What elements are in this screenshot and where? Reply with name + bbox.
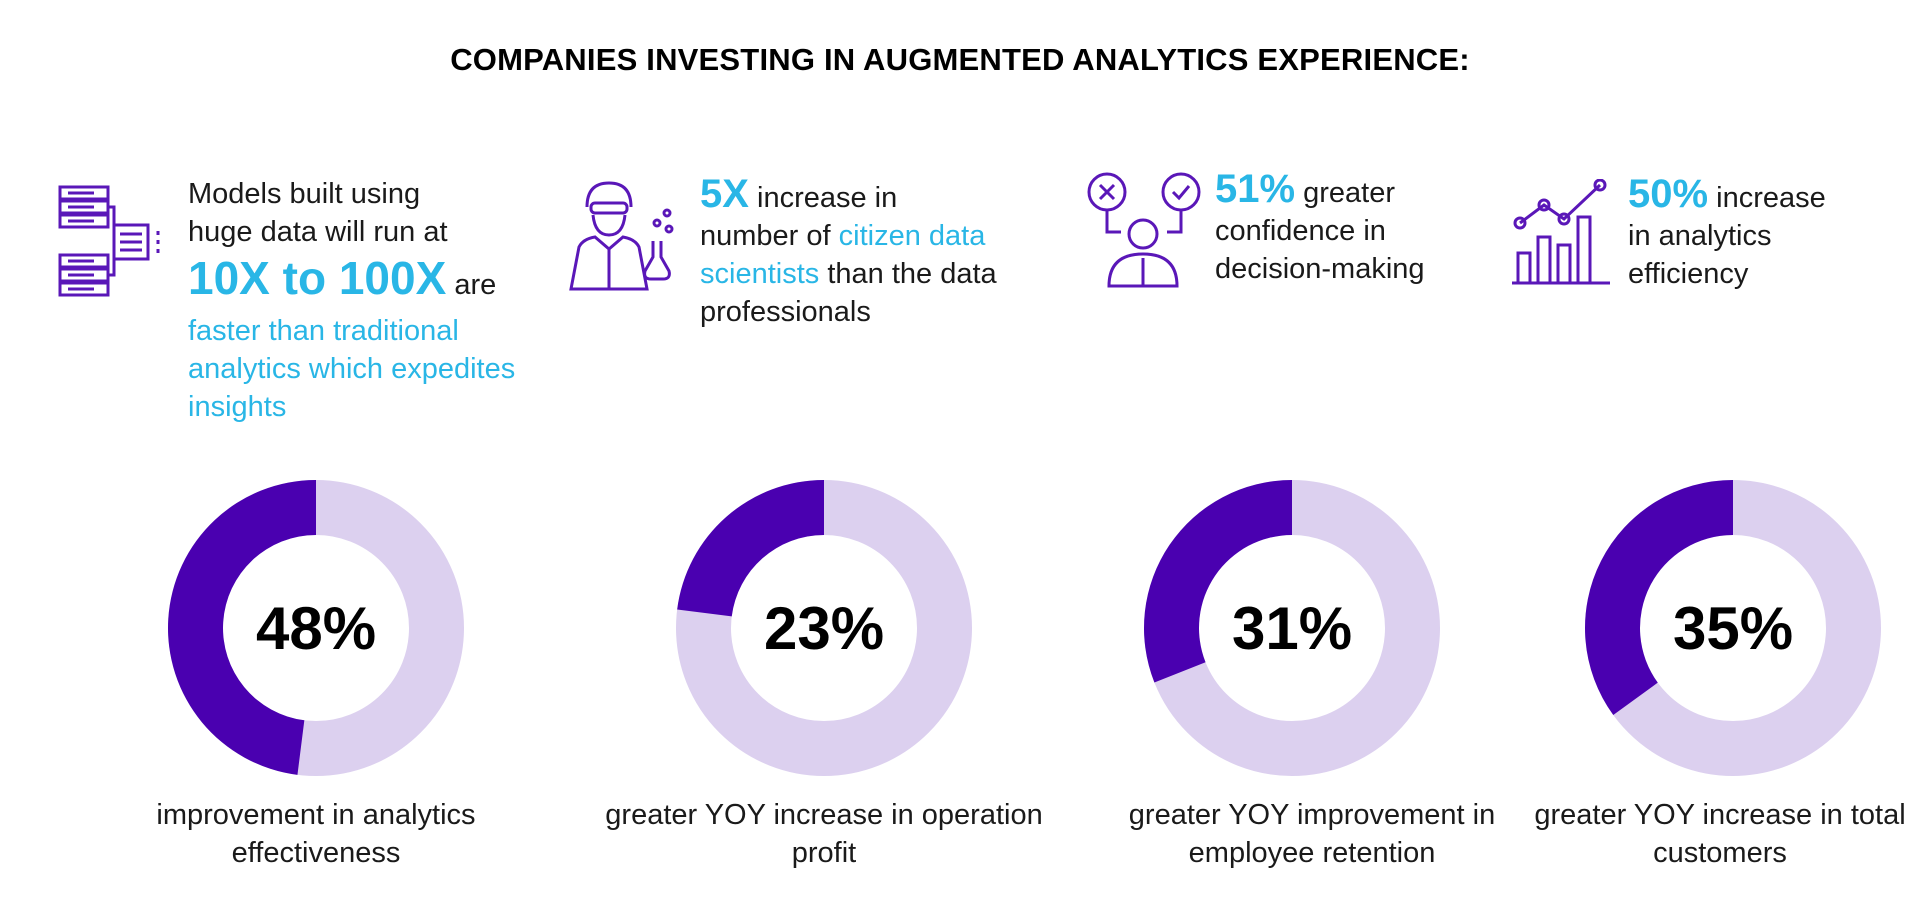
stat-line: confidence in decision-making: [1215, 215, 1425, 285]
stat-emphasis: 51%: [1215, 167, 1296, 211]
stat-emphasis: 50%: [1628, 172, 1709, 216]
donut-value-label: 35%: [1672, 594, 1794, 662]
donut-svg: [1144, 480, 1440, 776]
donut-svg: [676, 480, 972, 776]
page-title: COMPANIES INVESTING IN AUGMENTED ANALYTI…: [450, 42, 1470, 77]
stat-emphasis: 10X to 100X: [188, 252, 447, 304]
scientist-icon: [565, 179, 680, 304]
donut-caption: greater YOY increase in operation profit: [605, 799, 1043, 869]
donut-value-label: 31%: [1231, 594, 1353, 662]
donut-svg: [167, 480, 464, 776]
bar-line-chart-icon: [1510, 178, 1615, 294]
stat-line: than the data professionals: [700, 258, 997, 328]
stat-line: in analytics efficiency: [1628, 220, 1772, 290]
stat-line: Models built using: [188, 178, 421, 210]
stat-emphasis: 5X: [700, 172, 749, 216]
donut-caption: greater YOY improvement in employee rete…: [1128, 799, 1496, 869]
donut-chart: 35%: [1583, 478, 1883, 778]
donut-chart: 31%: [1142, 478, 1442, 778]
stat-text: Models built using huge data will run at…: [188, 175, 568, 426]
donut-svg: [1585, 480, 1881, 776]
stat-line: increase: [1716, 182, 1826, 214]
donut-slice: [167, 480, 316, 775]
stat-line: number of: [700, 220, 831, 252]
donut-chart: 23%: [674, 478, 974, 778]
stat-highlight: citizen data scientists: [700, 220, 986, 290]
stat-text: 5X increase in number of citizen data sc…: [700, 172, 1040, 331]
stat-text: 51% greater confidence in decision-makin…: [1215, 167, 1475, 288]
stat-line: greater: [1303, 177, 1396, 209]
donut-slice: [1144, 480, 1292, 683]
donut-value-label: 23%: [763, 594, 885, 662]
stat-text: 50% increase in analytics efficiency: [1628, 172, 1868, 293]
server-network-icon: [58, 181, 168, 306]
decision-maker-icon: [1085, 170, 1205, 295]
stat-line: huge data will run at: [188, 216, 448, 248]
donut-caption: improvement in analytics effectiveness: [156, 799, 476, 869]
donut-slice: [677, 480, 824, 617]
donut-chart: 48%: [166, 478, 466, 778]
stat-line: are: [454, 269, 497, 301]
donut-slice: [1585, 480, 1733, 715]
donut-value-label: 48%: [255, 594, 377, 662]
stat-line: increase in: [757, 182, 898, 214]
donut-caption: greater YOY increase in total customers: [1534, 799, 1906, 869]
stat-highlight: faster than traditional analytics which …: [188, 315, 516, 423]
